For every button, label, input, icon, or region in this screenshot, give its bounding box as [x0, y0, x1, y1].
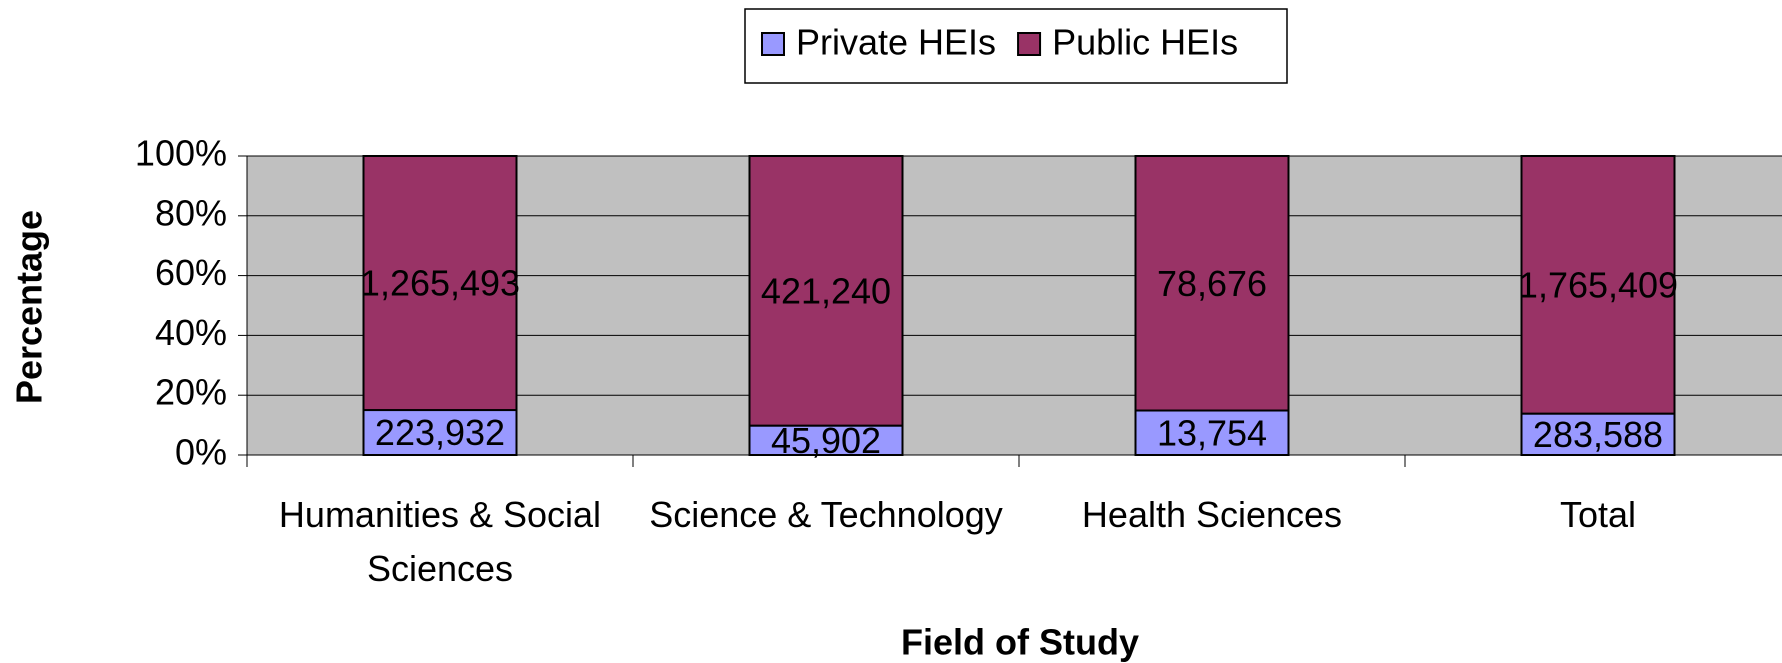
data-label: 1,765,409	[1518, 264, 1678, 305]
legend-swatch	[1017, 32, 1042, 56]
data-label: 45,902	[771, 420, 881, 461]
x-axis-title: Field of Study	[901, 622, 1139, 663]
y-tick-label: 0%	[175, 432, 227, 473]
data-label: 1,265,493	[360, 263, 520, 304]
x-tick-label: Science & Technology	[649, 494, 1003, 535]
y-axis-title: Percentage	[9, 210, 50, 404]
y-tick-label: 60%	[155, 252, 227, 293]
data-label: 223,932	[375, 412, 505, 453]
x-tick-label: Total	[1559, 494, 1637, 535]
bar-segment	[1520, 155, 1676, 415]
bar-segment	[748, 424, 904, 457]
data-label: 421,240	[761, 270, 891, 311]
y-tick-label: 20%	[155, 372, 227, 413]
legend-label: Public HEIs	[1052, 22, 1238, 63]
legend-swatch	[761, 32, 785, 56]
legend-label: Private HEIs	[796, 22, 996, 63]
x-tick-label: Health Sciences	[1081, 494, 1343, 535]
x-tick-label: Humanities & Social Sciences	[278, 494, 602, 589]
y-tick-label: 40%	[155, 312, 227, 353]
bar-segment	[1134, 409, 1290, 456]
bar-segment	[362, 155, 518, 412]
y-tick-label: 80%	[155, 192, 227, 233]
bar-segment	[1134, 155, 1290, 412]
bar-segment	[748, 155, 904, 427]
y-tick-label: 100%	[135, 133, 227, 174]
bar-segment	[1520, 412, 1676, 456]
legend-box	[744, 8, 1288, 84]
data-label: 13,754	[1157, 412, 1267, 453]
data-label: 78,676	[1157, 263, 1267, 304]
data-label: 283,588	[1533, 414, 1663, 455]
